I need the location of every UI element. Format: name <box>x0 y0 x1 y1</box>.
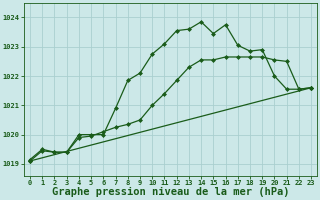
X-axis label: Graphe pression niveau de la mer (hPa): Graphe pression niveau de la mer (hPa) <box>52 187 289 197</box>
